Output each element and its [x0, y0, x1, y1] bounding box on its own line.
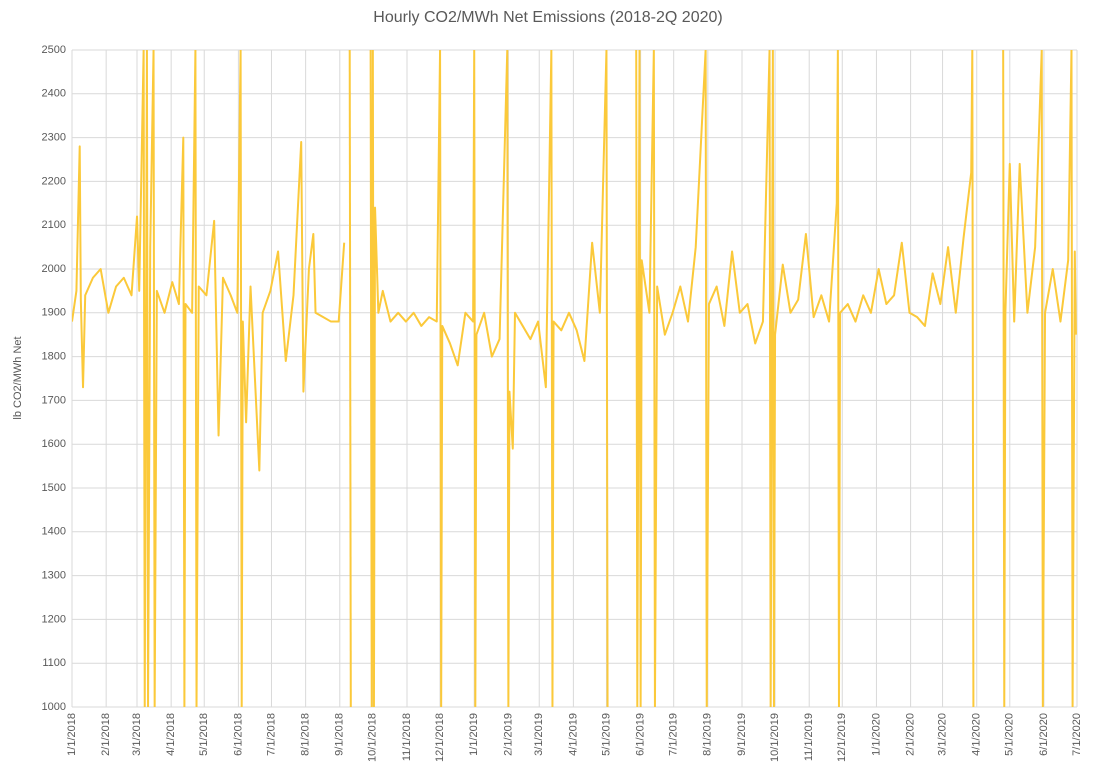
y-tick-label: 2000 — [42, 263, 66, 275]
x-tick-label: 5/1/2018 — [198, 713, 210, 756]
y-tick-label: 1100 — [42, 657, 66, 669]
x-tick-label: 7/1/2019 — [668, 713, 680, 756]
x-tick-label: 11/1/2018 — [401, 713, 413, 761]
x-tick-label: 6/1/2020 — [1038, 713, 1050, 756]
y-tick-label: 2200 — [42, 175, 66, 187]
x-tick-label: 1/1/2018 — [66, 713, 78, 756]
x-tick-label: 9/1/2019 — [736, 713, 748, 756]
data-line — [1002, 50, 1077, 707]
y-tick-label: 2500 — [42, 44, 66, 56]
y-tick-label: 2300 — [42, 132, 66, 144]
x-tick-label: 4/1/2019 — [567, 713, 579, 756]
x-tick-label: 3/1/2020 — [936, 713, 948, 756]
data-line — [348, 50, 352, 707]
data-line — [72, 50, 346, 707]
y-tick-label: 1900 — [42, 307, 66, 319]
x-tick-label: 6/1/2019 — [635, 713, 647, 756]
plot-area — [72, 50, 1077, 707]
y-tick-label: 1700 — [42, 394, 66, 406]
x-tick-label: 10/1/2018 — [367, 713, 379, 762]
grid — [71, 49, 1078, 708]
data-line — [635, 50, 975, 707]
y-tick-label: 1200 — [42, 613, 66, 625]
y-tick-label: 2400 — [42, 88, 66, 100]
x-tick-label: 11/1/2019 — [803, 713, 815, 761]
x-tick-label: 4/1/2018 — [165, 713, 177, 756]
y-tick-label: 1800 — [42, 351, 66, 363]
y-tick-label: 2100 — [42, 219, 66, 231]
data-line — [369, 50, 609, 707]
y-tick-label: 1300 — [42, 570, 66, 582]
x-tick-label: 2/1/2020 — [905, 713, 917, 756]
x-tick-label: 8/1/2019 — [702, 713, 714, 756]
x-tick-label: 5/1/2019 — [600, 713, 612, 756]
x-tick-label: 12/1/2018 — [434, 713, 446, 762]
x-tick-label: 1/1/2019 — [468, 713, 480, 756]
x-tick-label: 2/1/2019 — [502, 713, 514, 756]
x-tick-label: 6/1/2018 — [232, 713, 244, 756]
x-tick-label: 1/1/2020 — [870, 713, 882, 756]
y-tick-label: 1600 — [42, 438, 66, 450]
x-tick-label: 9/1/2018 — [334, 713, 346, 756]
x-tick-label: 3/1/2018 — [131, 713, 143, 756]
x-tick-label: 7/1/2020 — [1071, 713, 1083, 756]
x-tick-label: 4/1/2020 — [971, 713, 983, 756]
x-tick-label: 10/1/2019 — [769, 713, 781, 762]
tick-labels: 1000 1100 1200 1300 1400 1500 1600 1700 1800 1900… — [42, 44, 1083, 762]
x-tick-label: 12/1/2019 — [836, 713, 848, 762]
chart-title: Hourly CO2/MWh Net Emissions (2018-2Q 20… — [373, 9, 722, 26]
x-tick-label: 3/1/2019 — [533, 713, 545, 756]
x-tick-label: 8/1/2018 — [300, 713, 312, 756]
x-tick-label: 7/1/2018 — [265, 713, 277, 756]
x-tick-label: 5/1/2020 — [1004, 713, 1016, 756]
y-tick-label: 1500 — [42, 482, 66, 494]
y-tick-label: 1400 — [42, 526, 66, 538]
x-tick-label: 2/1/2018 — [100, 713, 112, 756]
y-tick-label: 1000 — [42, 701, 66, 713]
y-axis-title: lb CO2/MWh Net — [12, 336, 24, 419]
